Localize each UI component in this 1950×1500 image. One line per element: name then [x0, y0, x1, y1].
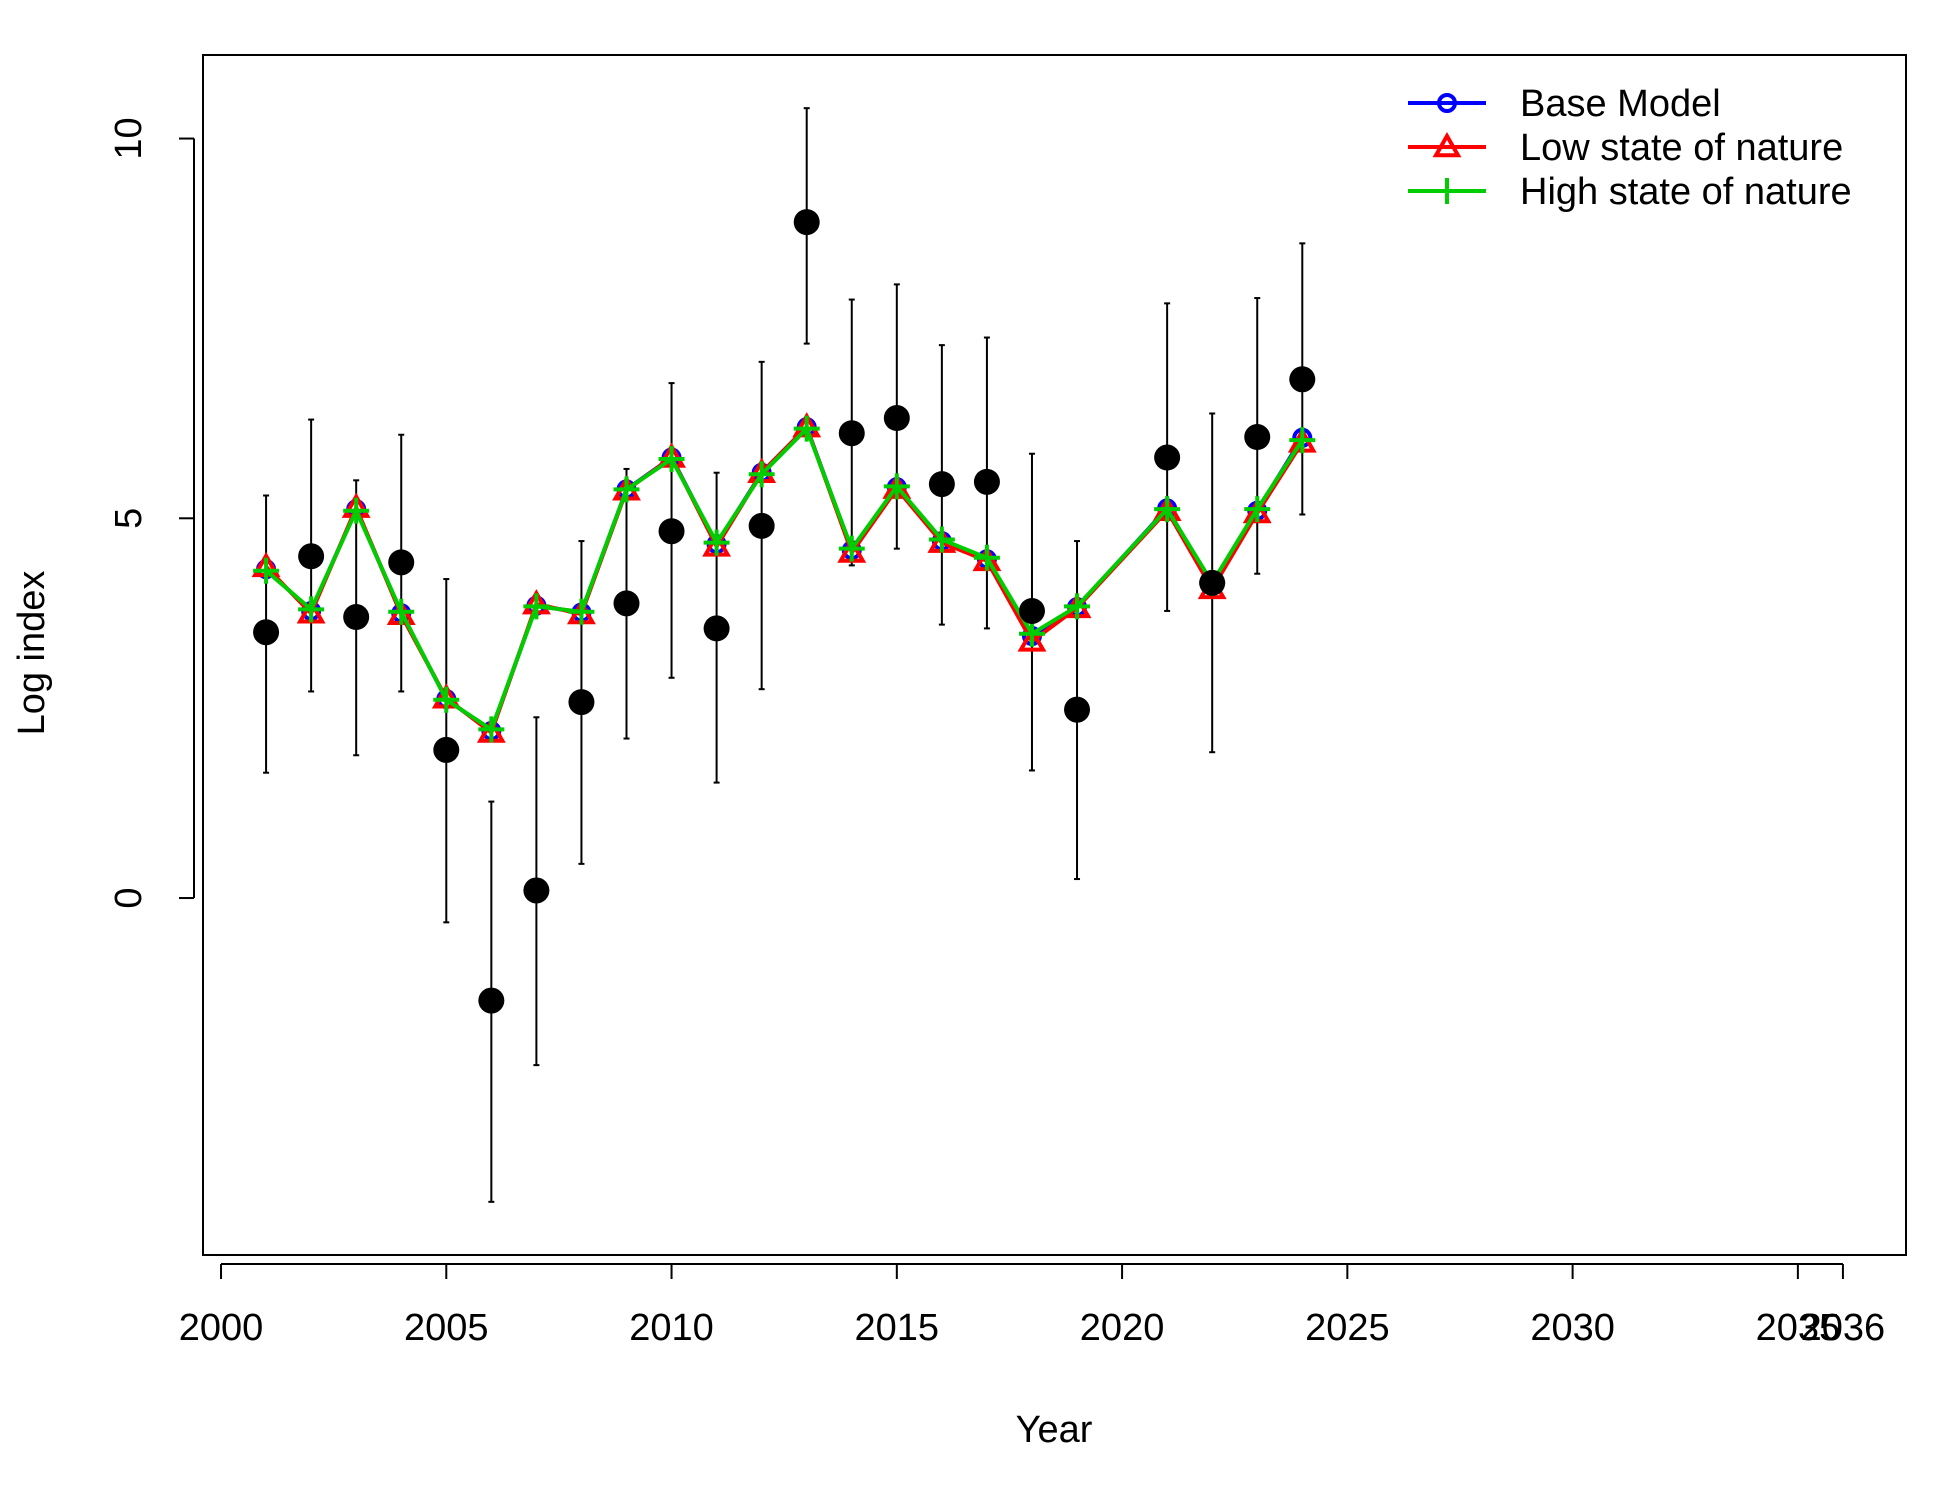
x-tick-label: 2036 [1801, 1307, 1886, 1349]
series-point [1432, 131, 1462, 158]
legend-label: High state of nature [1520, 171, 1852, 213]
observed-point [703, 615, 730, 642]
observed-point [1244, 424, 1271, 451]
series-point [568, 598, 595, 625]
series-point [433, 686, 460, 713]
observed-point [433, 736, 460, 763]
series-point [1244, 496, 1271, 523]
observed-point [1064, 696, 1091, 723]
observed-point [253, 619, 280, 646]
x-tick-label: 2005 [404, 1307, 489, 1349]
observed-point [883, 405, 910, 432]
x-axis-title: Year [1016, 1409, 1093, 1451]
y-axis: 0 5 10 [108, 117, 195, 909]
y-tick-label: 10 [108, 117, 150, 159]
series-point [793, 415, 820, 442]
series-point [1437, 93, 1457, 113]
observed-point [973, 468, 1000, 495]
x-tick-label: 2015 [855, 1307, 940, 1349]
series-point [253, 557, 280, 584]
observed-point [1199, 569, 1226, 596]
series-point [613, 476, 640, 503]
series-line [264, 426, 1304, 732]
legend-label: Low state of nature [1520, 127, 1843, 169]
series-point [1434, 178, 1460, 204]
y-axis-title: Log index [11, 571, 53, 736]
y-tick-label: 5 [108, 508, 150, 529]
legend-item: High state of nature [1408, 171, 1852, 213]
x-tick-label: 2025 [1305, 1307, 1390, 1349]
observed-points [253, 209, 1316, 1014]
plot-frame [202, 54, 1907, 1256]
x-tick-label: 2000 [179, 1307, 264, 1349]
observed-point [928, 471, 955, 498]
series-point [748, 461, 775, 488]
series-triangle [251, 412, 1317, 743]
observed-point [613, 590, 640, 617]
observed-point [478, 987, 505, 1014]
series-point [1289, 427, 1316, 454]
legend-item: Base Model [1408, 83, 1721, 125]
series-point [838, 535, 865, 562]
series-plus [253, 415, 1316, 743]
series-point [523, 593, 550, 620]
series-point [298, 596, 325, 623]
series-point [1017, 626, 1047, 652]
series-point [388, 598, 415, 625]
series-point [928, 526, 955, 553]
series-layer [251, 412, 1317, 743]
x-tick-label: 2035 [1756, 1307, 1841, 1349]
legend-label: Base Model [1520, 83, 1721, 125]
observed-point [748, 512, 775, 539]
series-point [883, 473, 910, 500]
observed-point [568, 689, 595, 716]
series-point [343, 497, 370, 524]
x-tick-label: 2020 [1080, 1307, 1165, 1349]
x-tick-label: 2010 [629, 1307, 714, 1349]
series-point [1064, 593, 1091, 620]
legend-item: Low state of nature [1408, 127, 1843, 169]
x-tick-label: 2030 [1530, 1307, 1615, 1349]
observed-point [838, 420, 865, 447]
series-point [1154, 496, 1181, 523]
series-point [658, 446, 685, 473]
series-point [478, 716, 505, 743]
observed-point [1289, 366, 1316, 393]
y-tick-label: 0 [108, 887, 150, 908]
observed-point [1018, 597, 1045, 624]
observed-point [1154, 444, 1181, 471]
series-circle [256, 417, 1313, 741]
series-point [1018, 620, 1045, 647]
observed-point [298, 543, 325, 570]
series-point [973, 544, 1000, 571]
observed-point [658, 518, 685, 545]
observed-point [523, 877, 550, 904]
series-line [264, 425, 1304, 735]
observed-point [343, 604, 370, 631]
series-point [703, 529, 730, 556]
error-bars [263, 107, 1306, 1203]
observed-point [388, 549, 415, 576]
series-line [264, 425, 1305, 733]
observed-point [793, 209, 820, 236]
